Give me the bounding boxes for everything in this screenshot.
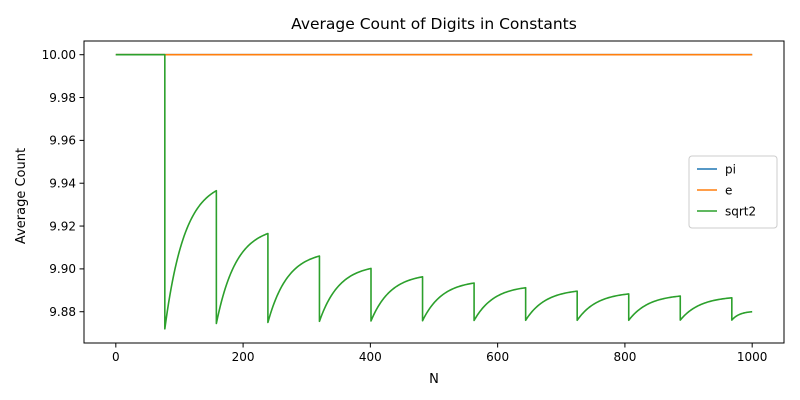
axes-frame: [83, 40, 785, 344]
x-tick-label: 400: [359, 350, 382, 364]
plot-area: [84, 41, 784, 343]
series-line-sqrt2: [115, 53, 753, 330]
y-axis-label: Average Count: [14, 148, 29, 244]
x-tick-label: 0: [112, 350, 120, 364]
chart-title: Average Count of Digits in Constants: [291, 15, 577, 33]
x-tick-label: 800: [613, 350, 636, 364]
y-tick-label: 9.92: [49, 219, 76, 233]
legend-label-e: e: [725, 184, 732, 198]
y-tick-label: 9.96: [49, 134, 76, 148]
legend-box: [688, 155, 778, 229]
plot-background: [84, 41, 784, 343]
legend-label-pi: pi: [725, 163, 736, 177]
x-tick-label: 600: [486, 350, 509, 364]
y-tick-label: 9.88: [49, 305, 76, 319]
legend: pi e sqrt2: [688, 155, 778, 229]
y-tick-label: 9.98: [49, 91, 76, 105]
y-tick-label: 9.90: [49, 262, 76, 276]
legend-label-sqrt2: sqrt2: [725, 205, 756, 219]
x-tick-label: 200: [232, 350, 255, 364]
x-axis-label: N: [429, 372, 439, 387]
y-tick-label: 10.00: [42, 48, 76, 62]
axes: 0 200 400 600 800 1000 9.88 9.90 9.92 9.94 9.96 9.9…: [42, 40, 785, 364]
y-tick-label: 9.94: [49, 177, 76, 191]
x-tick-label: 1000: [737, 350, 768, 364]
